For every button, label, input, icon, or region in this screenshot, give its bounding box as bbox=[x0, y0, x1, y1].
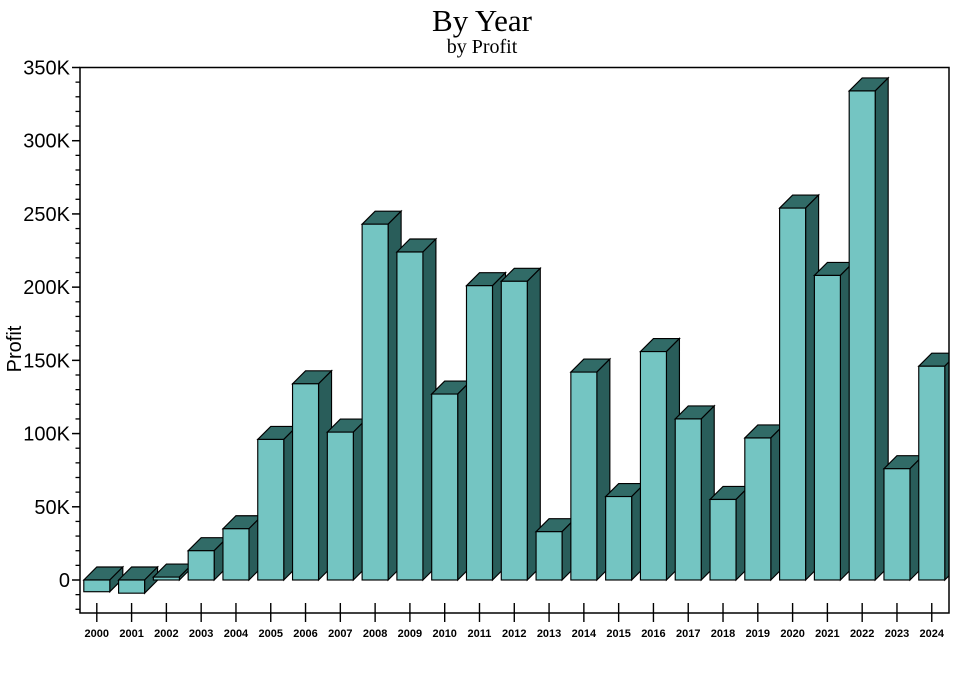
bar-top-face bbox=[917, 352, 949, 367]
axes-layer: 0 50K 100K 150K 200K 250K 300K 350K 2000 2001 2002… bbox=[23, 58, 950, 640]
bar-front-face bbox=[848, 90, 876, 581]
bar-front-face bbox=[535, 531, 563, 581]
bar-2014[interactable] bbox=[569, 357, 612, 582]
x-tick-label: 2022 bbox=[850, 628, 874, 640]
bar-front-face bbox=[605, 495, 633, 581]
bar-2022[interactable] bbox=[847, 76, 890, 582]
bar-2017[interactable] bbox=[673, 404, 716, 582]
bar-side-face bbox=[944, 361, 949, 582]
bar-2002[interactable] bbox=[151, 562, 194, 582]
bar-2021[interactable] bbox=[813, 261, 855, 582]
x-tick-label: 2007 bbox=[328, 628, 352, 640]
bar-front-face bbox=[639, 350, 668, 581]
bar-front-face bbox=[779, 207, 807, 581]
bar-front-face bbox=[361, 223, 389, 581]
bar-front-face bbox=[152, 576, 180, 581]
bar-2020[interactable] bbox=[778, 193, 820, 582]
bars-layer bbox=[82, 76, 958, 595]
bar-2024[interactable] bbox=[917, 352, 958, 582]
bar-front-face bbox=[709, 498, 737, 581]
bar-front-face bbox=[674, 418, 702, 581]
bar-front-face bbox=[326, 431, 354, 581]
bar-front-face bbox=[83, 579, 111, 593]
x-tick-label: 2013 bbox=[537, 628, 561, 640]
x-tick-label: 2015 bbox=[606, 628, 630, 640]
x-tick-label: 2002 bbox=[154, 628, 178, 640]
bar-front-face bbox=[431, 393, 459, 581]
bar-2001[interactable] bbox=[117, 565, 159, 595]
x-tick-label: 2011 bbox=[468, 628, 492, 640]
bar-2016[interactable] bbox=[639, 337, 681, 582]
bar-front-face bbox=[396, 251, 424, 581]
bar-2005[interactable] bbox=[256, 425, 299, 582]
x-tick-label: 2010 bbox=[432, 628, 456, 640]
bar-front-face bbox=[118, 579, 146, 594]
bar-2012[interactable] bbox=[499, 266, 542, 582]
bar-2019[interactable] bbox=[743, 423, 786, 582]
x-tick-label: 2016 bbox=[641, 628, 665, 640]
bar-2000[interactable] bbox=[82, 565, 125, 594]
x-tick-label: 2024 bbox=[920, 628, 945, 640]
bar-front-face bbox=[500, 280, 528, 581]
bar-2009[interactable] bbox=[395, 237, 438, 582]
x-tick-label: 2004 bbox=[224, 628, 249, 640]
x-tick-label: 2023 bbox=[885, 628, 909, 640]
x-tick-label: 2001 bbox=[119, 628, 143, 640]
bar-front-face bbox=[918, 365, 946, 581]
y-axis-title: Profit bbox=[4, 325, 26, 372]
bar-2003[interactable] bbox=[186, 536, 229, 582]
bar-front-face bbox=[883, 468, 911, 581]
y-tick-label: 350K bbox=[23, 58, 70, 80]
x-tick-label: 2009 bbox=[398, 628, 422, 640]
x-tick-label: 2021 bbox=[815, 628, 839, 640]
y-tick-label: 300K bbox=[23, 131, 70, 153]
bar-front-face bbox=[222, 528, 250, 581]
x-tick-label: 2000 bbox=[85, 628, 109, 640]
bar-2011[interactable] bbox=[465, 271, 507, 582]
chart-title: By Year bbox=[432, 3, 533, 38]
y-tick-label: 100K bbox=[23, 424, 70, 446]
bar-2015[interactable] bbox=[604, 482, 647, 582]
bar-front-face bbox=[465, 285, 494, 581]
chart-subtitle: by Profit bbox=[447, 36, 518, 58]
bar-2008[interactable] bbox=[360, 209, 403, 582]
x-tick-label: 2018 bbox=[711, 628, 735, 640]
y-tick-label: 0 bbox=[59, 570, 70, 592]
x-tick-label: 2014 bbox=[572, 628, 597, 640]
bar-front-face bbox=[813, 274, 841, 581]
x-tick-label: 2017 bbox=[676, 628, 700, 640]
x-tick-label: 2008 bbox=[363, 628, 387, 640]
bar-2010[interactable] bbox=[430, 379, 473, 582]
x-tick-label: 2003 bbox=[189, 628, 213, 640]
y-tick-label: 150K bbox=[23, 350, 70, 372]
bar-2006[interactable] bbox=[291, 369, 333, 582]
x-tick-label: 2012 bbox=[502, 628, 526, 640]
x-tick-label: 2005 bbox=[259, 628, 283, 640]
bar-2007[interactable] bbox=[325, 417, 368, 582]
x-tick-label: 2006 bbox=[293, 628, 317, 640]
bar-front-face bbox=[257, 438, 285, 581]
bar-front-face bbox=[570, 371, 598, 581]
bar-2023[interactable] bbox=[882, 454, 925, 582]
y-tick-label: 200K bbox=[23, 277, 70, 299]
x-tick-label: 2019 bbox=[746, 628, 770, 640]
y-tick-label: 250K bbox=[23, 204, 70, 226]
bar-2018[interactable] bbox=[708, 485, 751, 582]
bar-2004[interactable] bbox=[221, 514, 264, 582]
bar-front-face bbox=[744, 437, 772, 581]
x-tick-label: 2020 bbox=[780, 628, 804, 640]
bar-front-face bbox=[291, 383, 320, 581]
y-tick-label: 50K bbox=[34, 497, 70, 519]
bar-front-face bbox=[187, 550, 215, 581]
bar-2013[interactable] bbox=[534, 517, 577, 582]
